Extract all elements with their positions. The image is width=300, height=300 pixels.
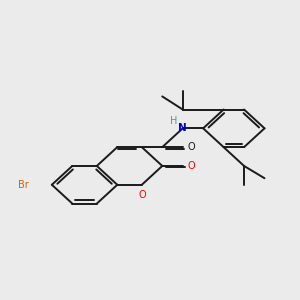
Text: O: O bbox=[188, 142, 195, 152]
Text: H: H bbox=[170, 116, 178, 126]
Text: N: N bbox=[178, 123, 186, 133]
Text: O: O bbox=[138, 190, 146, 200]
Text: Br: Br bbox=[18, 180, 29, 190]
Text: O: O bbox=[188, 161, 195, 171]
